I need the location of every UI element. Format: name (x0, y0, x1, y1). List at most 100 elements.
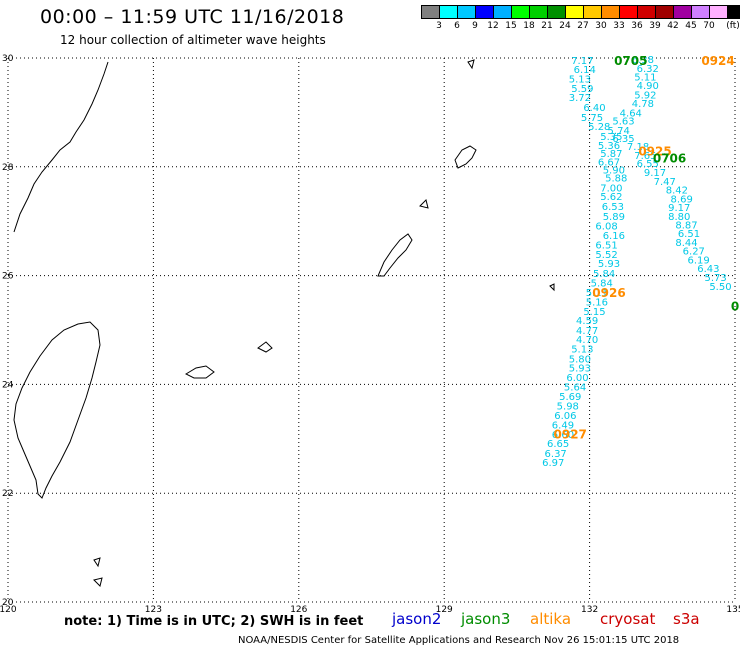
wave-height-value: 7.17 (571, 56, 593, 67)
okinawa-island (377, 233, 413, 277)
wave-height-value: 5.69 (559, 392, 581, 403)
wave-height-value: 6.35 (612, 134, 634, 145)
wave-height-value: 5.74 (608, 126, 630, 137)
color-scale-label: 9 (472, 21, 478, 31)
lon-tick-label: 123 (145, 605, 162, 615)
wave-height-value: 4.59 (576, 316, 598, 327)
page-title: 00:00 – 11:59 UTC 11/16/2018 (40, 6, 345, 28)
wave-height-value: 4.90 (637, 81, 659, 92)
taiwan-coast (13, 321, 101, 499)
footer-credit: NOAA/NESDIS Center for Satellite Applica… (238, 635, 680, 646)
color-scale-label: 15 (505, 21, 517, 31)
color-swatch (709, 5, 727, 19)
legend-s3a: s3a (673, 610, 700, 628)
page-subtitle: 12 hour collection of altimeter wave hei… (60, 33, 326, 47)
wave-height-value: 6.08 (595, 222, 617, 233)
color-swatch (529, 5, 547, 19)
wave-height-value: 5.73 (704, 273, 726, 284)
wave-height-tracks: 7.176.145.135.593.726.405.755.285.355.36… (542, 55, 731, 469)
lat-tick-label: 26 (2, 272, 14, 282)
color-scale-label: 36 (631, 21, 643, 31)
color-scale-label: 6 (454, 21, 460, 31)
wave-height-value: 8.42 (666, 186, 688, 197)
wave-height-value: 5.13 (569, 75, 591, 86)
miyako-island (257, 341, 273, 353)
lat-tick-label: 24 (2, 380, 14, 390)
legend-jason3: jason3 (461, 610, 511, 628)
footer-note: note: 1) Time is in UTC; 2) SWH is in fe… (64, 614, 364, 629)
color-scale-label: 45 (685, 21, 697, 31)
pass-time-label: 0705 (614, 54, 647, 68)
wave-height-value: 6.37 (545, 449, 567, 460)
wave-height-value: 6.14 (574, 65, 596, 76)
wave-height-value: 5.64 (564, 383, 586, 394)
color-swatch (655, 5, 673, 19)
lon-tick-label: 129 (436, 605, 453, 615)
wave-height-value: 6.60 (552, 430, 574, 441)
color-scale-label: (ft) (726, 21, 740, 31)
lat-tick-label: 28 (2, 163, 14, 173)
lat-tick-label: 20 (2, 598, 14, 608)
color-swatch (475, 5, 493, 19)
wave-height-value: 7.00 (600, 183, 622, 194)
lat-tick-label: 22 (2, 489, 13, 499)
lon-tick-label: 120 (0, 605, 17, 615)
wave-height-value: 6.06 (554, 411, 576, 422)
color-swatch (691, 5, 709, 19)
lat-tick-label: 30 (2, 54, 14, 64)
color-scale-label: 18 (523, 21, 535, 31)
wave-height-value: 6.49 (552, 421, 574, 432)
kyushu-south-island (454, 145, 477, 169)
color-scale-label: 42 (667, 21, 679, 31)
ishigaki-island (184, 365, 215, 379)
wave-height-value: 5.93 (598, 259, 620, 270)
legend-altika: altika (530, 610, 572, 628)
color-swatch (565, 5, 583, 19)
wave-height-value: 5.93 (569, 364, 591, 375)
wave-height-value: 5.75 (581, 113, 603, 124)
wave-height-value: 7.65 (634, 151, 656, 162)
wave-height-value: 9.17 (668, 203, 690, 214)
wave-height-value: 6.27 (683, 247, 705, 258)
wave-height-value: 6.16 (603, 231, 625, 242)
wave-height-value: 6.32 (637, 64, 659, 75)
wave-height-value: 6.97 (542, 458, 564, 469)
south-islet (93, 557, 101, 568)
pass-time-label: 0927 (554, 427, 587, 441)
wave-height-value: 6.38 (632, 55, 654, 66)
wave-height-value: 3.72 (569, 93, 591, 104)
mainland-coast (13, 61, 109, 233)
wave-height-value: 7.18 (627, 142, 649, 153)
legend-cryosat: cryosat (600, 610, 656, 628)
wave-height-value: 5.52 (595, 250, 617, 261)
color-scale-label: 24 (559, 21, 571, 31)
wave-height-value: 6.55 (637, 159, 659, 170)
wave-height-value: 8.69 (671, 194, 693, 205)
wave-height-value: 5.87 (600, 149, 622, 160)
wave-height-value: 5.63 (612, 117, 634, 128)
south-islet-2 (93, 577, 103, 587)
legend-jason2: jason2 (392, 610, 442, 628)
wave-height-value: 7.47 (654, 177, 676, 188)
color-swatch (511, 5, 529, 19)
wave-height-value: 5.84 (591, 279, 613, 290)
color-scale-label: 33 (613, 21, 625, 31)
wave-height-value: 5.11 (586, 288, 608, 299)
amami-island (419, 199, 429, 209)
wave-height-value: 5.98 (557, 402, 579, 413)
wave-height-value: 5.13 (571, 344, 593, 355)
color-scale-label: 30 (595, 21, 607, 31)
color-scale-label: 39 (649, 21, 661, 31)
color-swatch (673, 5, 691, 19)
wave-height-value: 5.50 (709, 282, 731, 293)
color-scale-labels: 3 6 9 12 15 18 21 24 27 30 33 36 39 42 45 70 (ft) (421, 21, 740, 33)
wave-height-value: 6.67 (598, 157, 620, 168)
wave-height-value: 5.15 (583, 307, 605, 318)
color-swatch (457, 5, 475, 19)
pass-time-label: 0924 (701, 54, 734, 68)
wave-height-value: 5.88 (605, 174, 627, 185)
color-swatch (439, 5, 457, 19)
coastline (13, 59, 555, 587)
wave-height-value: 6.51 (595, 241, 617, 252)
